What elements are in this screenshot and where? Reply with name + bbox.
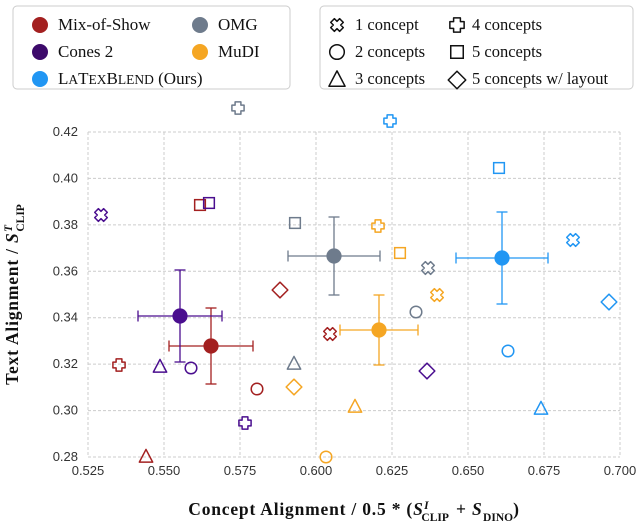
svg-text:LATEXBLEND (Ours): LATEXBLEND (Ours)	[58, 69, 203, 88]
svg-text:0.650: 0.650	[452, 463, 485, 478]
svg-text:0.575: 0.575	[224, 463, 257, 478]
svg-text:4 concepts: 4 concepts	[472, 15, 542, 34]
svg-text:0.32: 0.32	[53, 356, 78, 371]
svg-text:Mix-of-Show: Mix-of-Show	[58, 15, 151, 34]
svg-text:0.600: 0.600	[300, 463, 333, 478]
svg-text:5 concepts w/ layout: 5 concepts w/ layout	[472, 69, 609, 88]
svg-text:0.700: 0.700	[604, 463, 637, 478]
svg-text:0.38: 0.38	[53, 217, 78, 232]
svg-text:OMG: OMG	[218, 15, 258, 34]
svg-text:0.36: 0.36	[53, 263, 78, 278]
svg-text:0.42: 0.42	[53, 124, 78, 139]
svg-text:MuDI: MuDI	[218, 42, 260, 61]
svg-text:2 concepts: 2 concepts	[355, 42, 425, 61]
svg-text:0.28: 0.28	[53, 449, 78, 464]
svg-text:0.675: 0.675	[528, 463, 561, 478]
svg-text:3 concepts: 3 concepts	[355, 69, 425, 88]
svg-text:1 concept: 1 concept	[355, 15, 419, 34]
svg-text:5 concepts: 5 concepts	[472, 42, 542, 61]
svg-text:Cones 2: Cones 2	[58, 42, 113, 61]
svg-text:0.625: 0.625	[376, 463, 409, 478]
svg-text:0.525: 0.525	[72, 463, 105, 478]
svg-text:0.40: 0.40	[53, 170, 78, 185]
svg-text:0.550: 0.550	[148, 463, 181, 478]
svg-text:0.34: 0.34	[53, 310, 78, 325]
svg-text:0.30: 0.30	[53, 403, 78, 418]
